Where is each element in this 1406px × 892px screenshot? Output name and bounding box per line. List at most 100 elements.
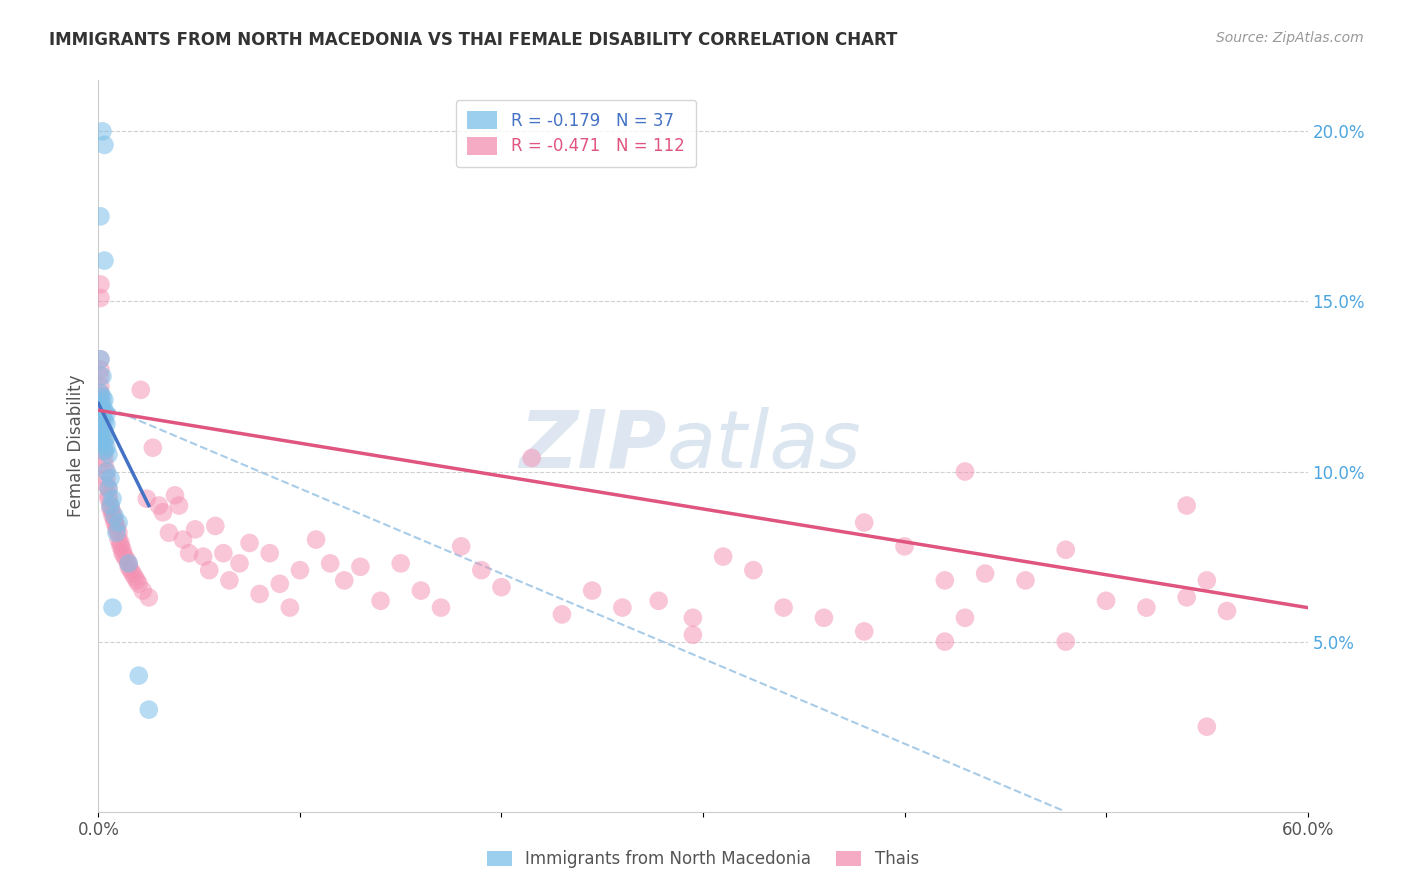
- Point: [893, 540, 915, 554]
- Point: [813, 611, 835, 625]
- Point: [612, 600, 634, 615]
- Point: [1135, 600, 1157, 615]
- Point: [319, 557, 342, 571]
- Point: [101, 600, 124, 615]
- Point: [239, 536, 262, 550]
- Point: [118, 557, 141, 571]
- Text: atlas: atlas: [666, 407, 862, 485]
- Point: [93, 253, 115, 268]
- Point: [93, 434, 115, 448]
- Point: [89, 386, 111, 401]
- Point: [157, 525, 180, 540]
- Point: [96, 465, 118, 479]
- Point: [107, 525, 129, 540]
- Point: [89, 386, 111, 401]
- Point: [1195, 574, 1218, 588]
- Point: [101, 505, 124, 519]
- Point: [135, 491, 157, 506]
- Point: [212, 546, 235, 560]
- Point: [128, 668, 150, 682]
- Point: [333, 574, 356, 588]
- Point: [93, 458, 115, 472]
- Point: [89, 352, 111, 367]
- Point: [121, 566, 143, 581]
- Point: [118, 559, 141, 574]
- Point: [110, 540, 132, 554]
- Point: [1175, 499, 1198, 513]
- Point: [91, 424, 114, 438]
- Point: [259, 546, 281, 560]
- Point: [682, 611, 704, 625]
- Point: [89, 291, 111, 305]
- Point: [105, 519, 128, 533]
- Point: [1195, 720, 1218, 734]
- Point: [179, 546, 201, 560]
- Point: [100, 499, 122, 513]
- Point: [132, 583, 155, 598]
- Point: [91, 390, 114, 404]
- Point: [204, 519, 226, 533]
- Point: [269, 576, 291, 591]
- Point: [100, 502, 122, 516]
- Text: ZIP: ZIP: [519, 407, 666, 485]
- Point: [115, 553, 138, 567]
- Point: [101, 508, 124, 523]
- Point: [1216, 604, 1239, 618]
- Point: [118, 557, 141, 571]
- Point: [89, 369, 111, 384]
- Point: [100, 471, 122, 485]
- Point: [742, 563, 765, 577]
- Point: [110, 536, 132, 550]
- Point: [91, 410, 114, 425]
- Point: [974, 566, 997, 581]
- Point: [124, 570, 146, 584]
- Point: [105, 522, 128, 536]
- Point: [97, 491, 120, 506]
- Point: [91, 410, 114, 425]
- Point: [370, 594, 392, 608]
- Point: [228, 557, 250, 571]
- Point: [172, 533, 194, 547]
- Point: [93, 424, 115, 438]
- Point: [1054, 542, 1077, 557]
- Point: [198, 563, 221, 577]
- Point: [91, 369, 114, 384]
- Point: [711, 549, 734, 564]
- Point: [97, 482, 120, 496]
- Point: [193, 549, 215, 564]
- Point: [107, 533, 129, 547]
- Point: [389, 557, 412, 571]
- Point: [91, 396, 114, 410]
- Point: [184, 522, 207, 536]
- Point: [520, 450, 543, 465]
- Legend: R = -0.179   N = 37, R = -0.471   N = 112: R = -0.179 N = 37, R = -0.471 N = 112: [456, 100, 696, 167]
- Point: [288, 563, 311, 577]
- Point: [89, 210, 111, 224]
- Point: [491, 580, 513, 594]
- Point: [120, 563, 142, 577]
- Point: [152, 505, 174, 519]
- Point: [89, 352, 111, 367]
- Point: [91, 417, 114, 431]
- Point: [551, 607, 574, 622]
- Point: [93, 444, 115, 458]
- Point: [138, 703, 160, 717]
- Point: [772, 600, 794, 615]
- Point: [167, 499, 190, 513]
- Point: [96, 417, 118, 431]
- Text: IMMIGRANTS FROM NORTH MACEDONIA VS THAI FEMALE DISABILITY CORRELATION CHART: IMMIGRANTS FROM NORTH MACEDONIA VS THAI …: [49, 31, 897, 49]
- Point: [96, 465, 118, 479]
- Point: [953, 611, 976, 625]
- Point: [349, 559, 371, 574]
- Point: [91, 420, 114, 434]
- Point: [1095, 594, 1118, 608]
- Point: [97, 448, 120, 462]
- Point: [89, 390, 111, 404]
- Point: [93, 437, 115, 451]
- Point: [103, 516, 125, 530]
- Point: [430, 600, 453, 615]
- Point: [1175, 591, 1198, 605]
- Point: [163, 488, 186, 502]
- Legend: Immigrants from North Macedonia, Thais: Immigrants from North Macedonia, Thais: [481, 844, 925, 875]
- Point: [853, 624, 876, 639]
